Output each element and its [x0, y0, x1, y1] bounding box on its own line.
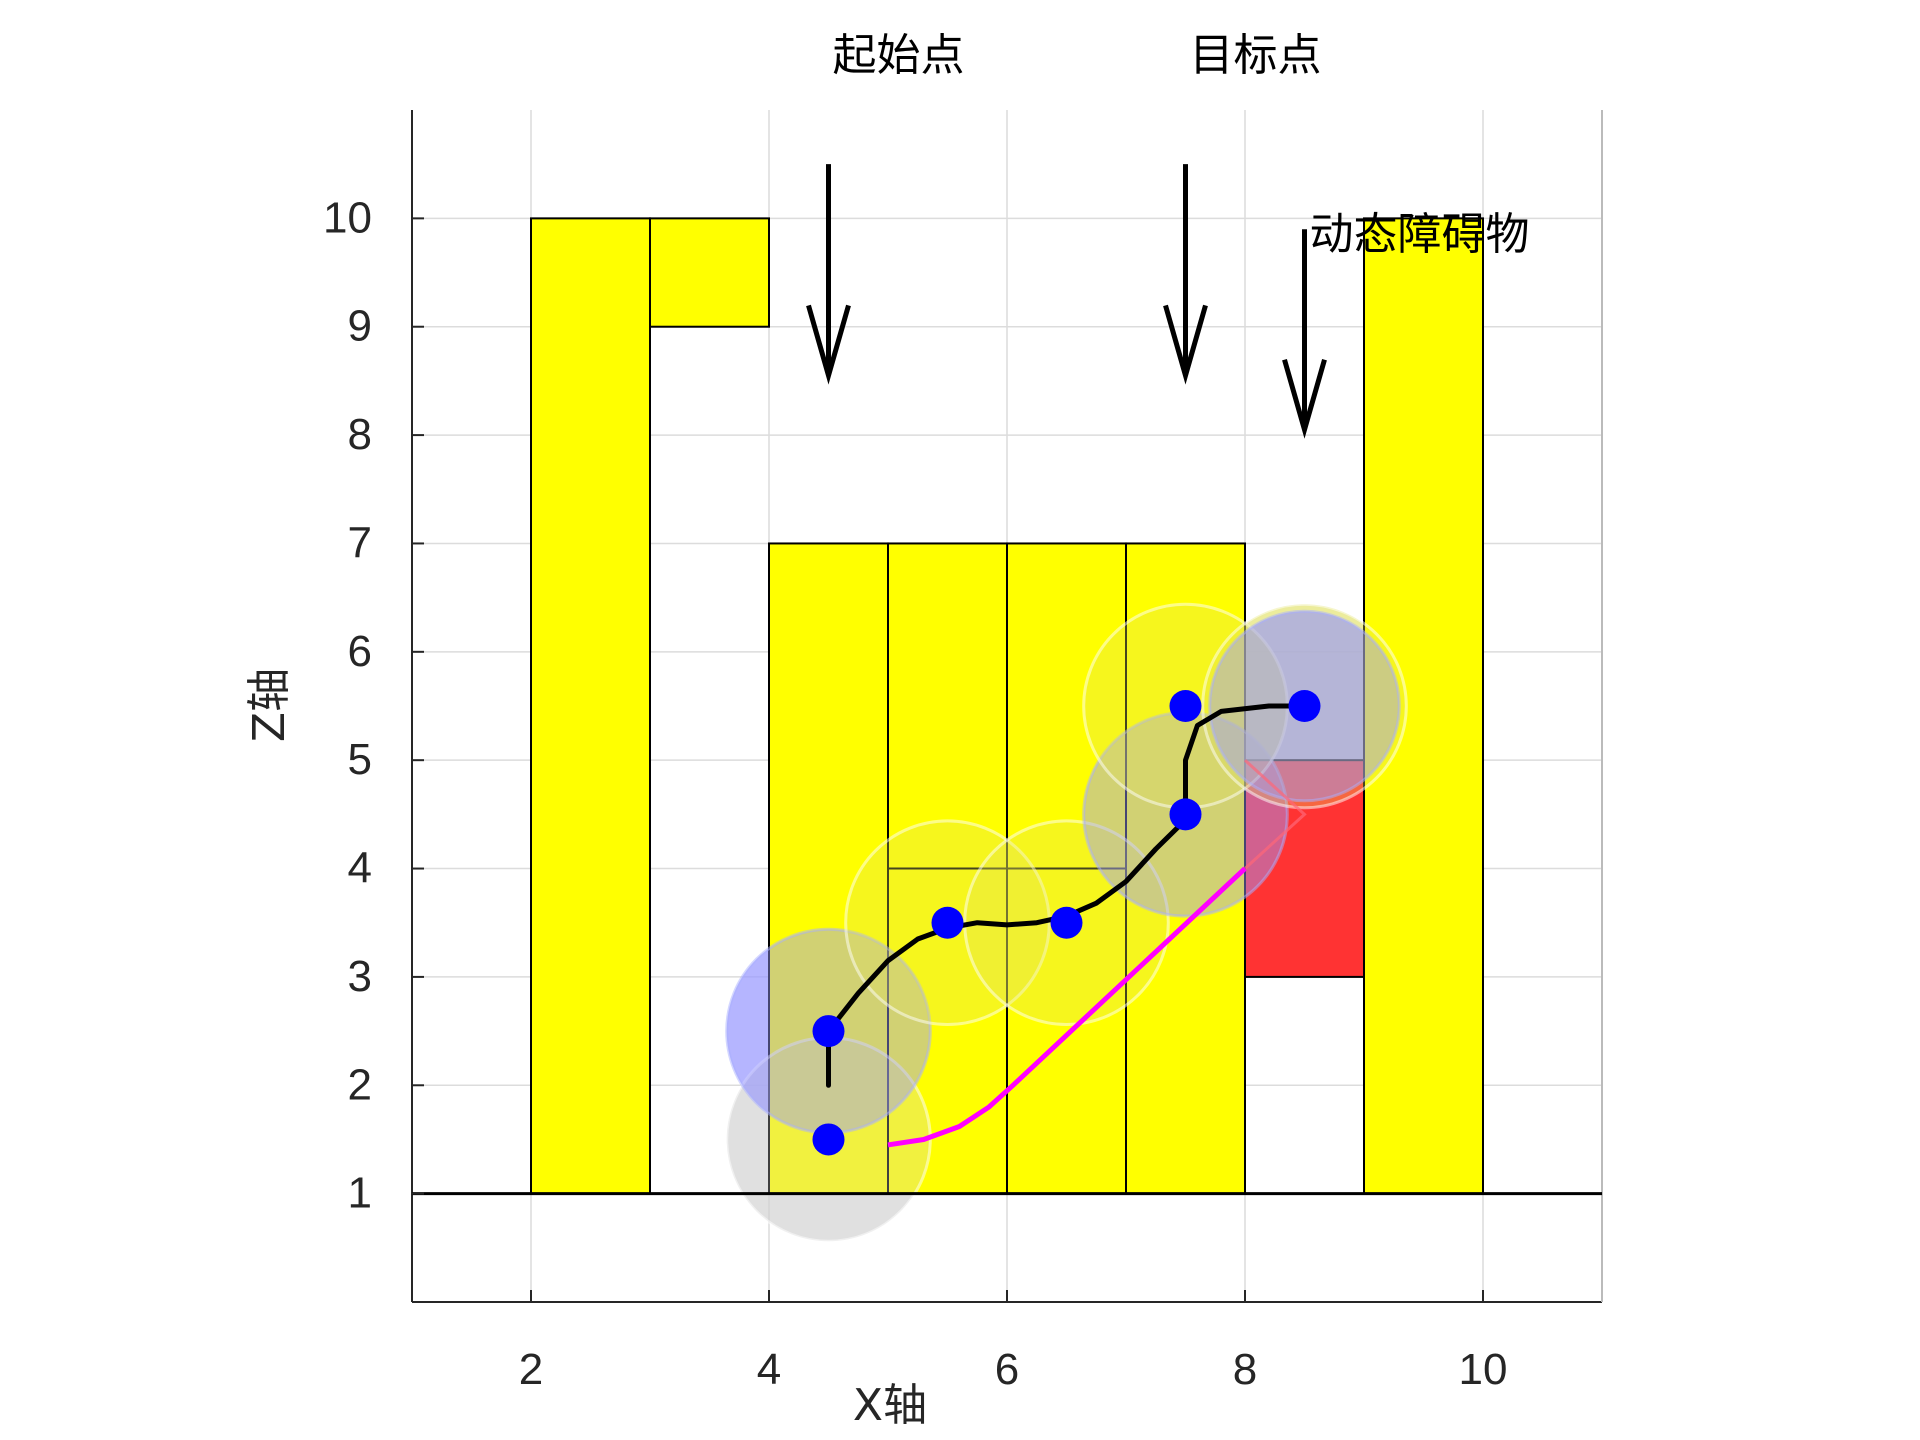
y-tick-label: 6	[348, 627, 372, 676]
y-axis-label: Z轴	[244, 668, 295, 742]
x-tick-label: 6	[995, 1345, 1019, 1394]
waypoint-marker	[1169, 690, 1202, 722]
y-tick-label: 4	[348, 844, 372, 893]
annotation-label: 动态障碍物	[1310, 209, 1530, 260]
waypoint-marker	[931, 906, 964, 939]
x-axis-label: X轴	[853, 1380, 927, 1431]
y-tick-label: 9	[348, 302, 372, 351]
alt-path-line	[887, 866, 1247, 1148]
dynamic-obstacle-block	[1244, 759, 1365, 978]
waypoint-marker	[1169, 798, 1202, 831]
annotation-arrow-head	[806, 304, 851, 385]
waypoint-layer	[812, 690, 1321, 1156]
obstacle-block	[530, 217, 651, 1195]
annotation-label: 目标点	[1190, 30, 1322, 81]
waypoint-marker	[812, 1123, 845, 1156]
y-tick-label: 7	[348, 518, 372, 567]
annotation-arrow-head	[1163, 304, 1208, 385]
waypoint-marker	[1288, 690, 1321, 722]
annotation-label: 起始点	[833, 30, 965, 81]
y-tick-label: 8	[348, 410, 372, 459]
y-tick-label: 5	[348, 735, 372, 784]
y-tick-label: 2	[348, 1060, 372, 1109]
x-tick-label: 8	[1233, 1345, 1257, 1394]
waypoint-marker	[1050, 906, 1083, 939]
dynamic-marker	[1243, 759, 1307, 870]
x-tick-label: 10	[1459, 1345, 1508, 1394]
y-tick-label: 1	[348, 1169, 372, 1218]
waypoint-marker	[812, 1015, 845, 1048]
y-tick-label: 3	[348, 952, 372, 1001]
annotation-arrow-head	[1282, 358, 1327, 439]
x-tick-label: 2	[519, 1345, 543, 1394]
y-tick-label: 10	[323, 193, 372, 242]
obstacle-block	[649, 217, 770, 328]
obstacle-block	[1363, 217, 1484, 1195]
x-tick-label: 4	[757, 1345, 781, 1394]
